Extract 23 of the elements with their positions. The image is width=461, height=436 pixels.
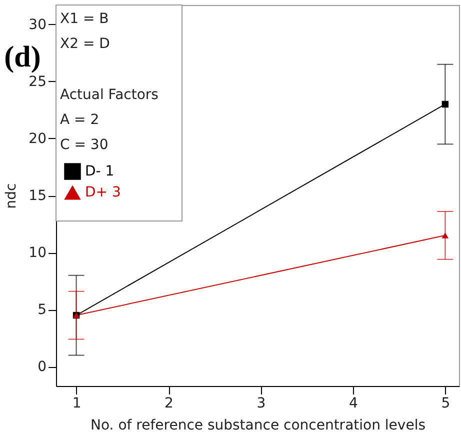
x-tick-label: 5 xyxy=(441,396,450,412)
y-tick-label: 0 xyxy=(38,359,46,376)
legend-label: D+ 3 xyxy=(85,184,121,200)
annotation: X2 = D xyxy=(60,36,110,52)
annotation: Actual Factors xyxy=(60,87,158,103)
y-axis-title: ndc xyxy=(4,183,20,209)
x-axis-title: No. of reference substance concentration levels xyxy=(90,418,426,434)
text: (d) xyxy=(4,40,41,74)
x-tick-label: 2 xyxy=(164,396,174,412)
point xyxy=(442,100,449,108)
x-tick-label: 1 xyxy=(72,396,82,412)
y-tick-label: 10 xyxy=(28,245,46,262)
annotation: C = 30 xyxy=(60,137,108,153)
annotation: X1 = B xyxy=(60,11,109,27)
x-tick-label: 3 xyxy=(256,396,266,412)
y-tick-label: 30 xyxy=(28,16,46,33)
legend-label: D- 1 xyxy=(85,164,114,180)
y-tick-label: 20 xyxy=(28,130,46,147)
y-tick-label: 25 xyxy=(28,74,46,90)
y-tick-label: 5 xyxy=(38,302,46,318)
x-tick-label: 4 xyxy=(348,396,358,412)
annotation: A = 2 xyxy=(60,112,100,128)
y-tick-label: 15 xyxy=(28,188,46,204)
